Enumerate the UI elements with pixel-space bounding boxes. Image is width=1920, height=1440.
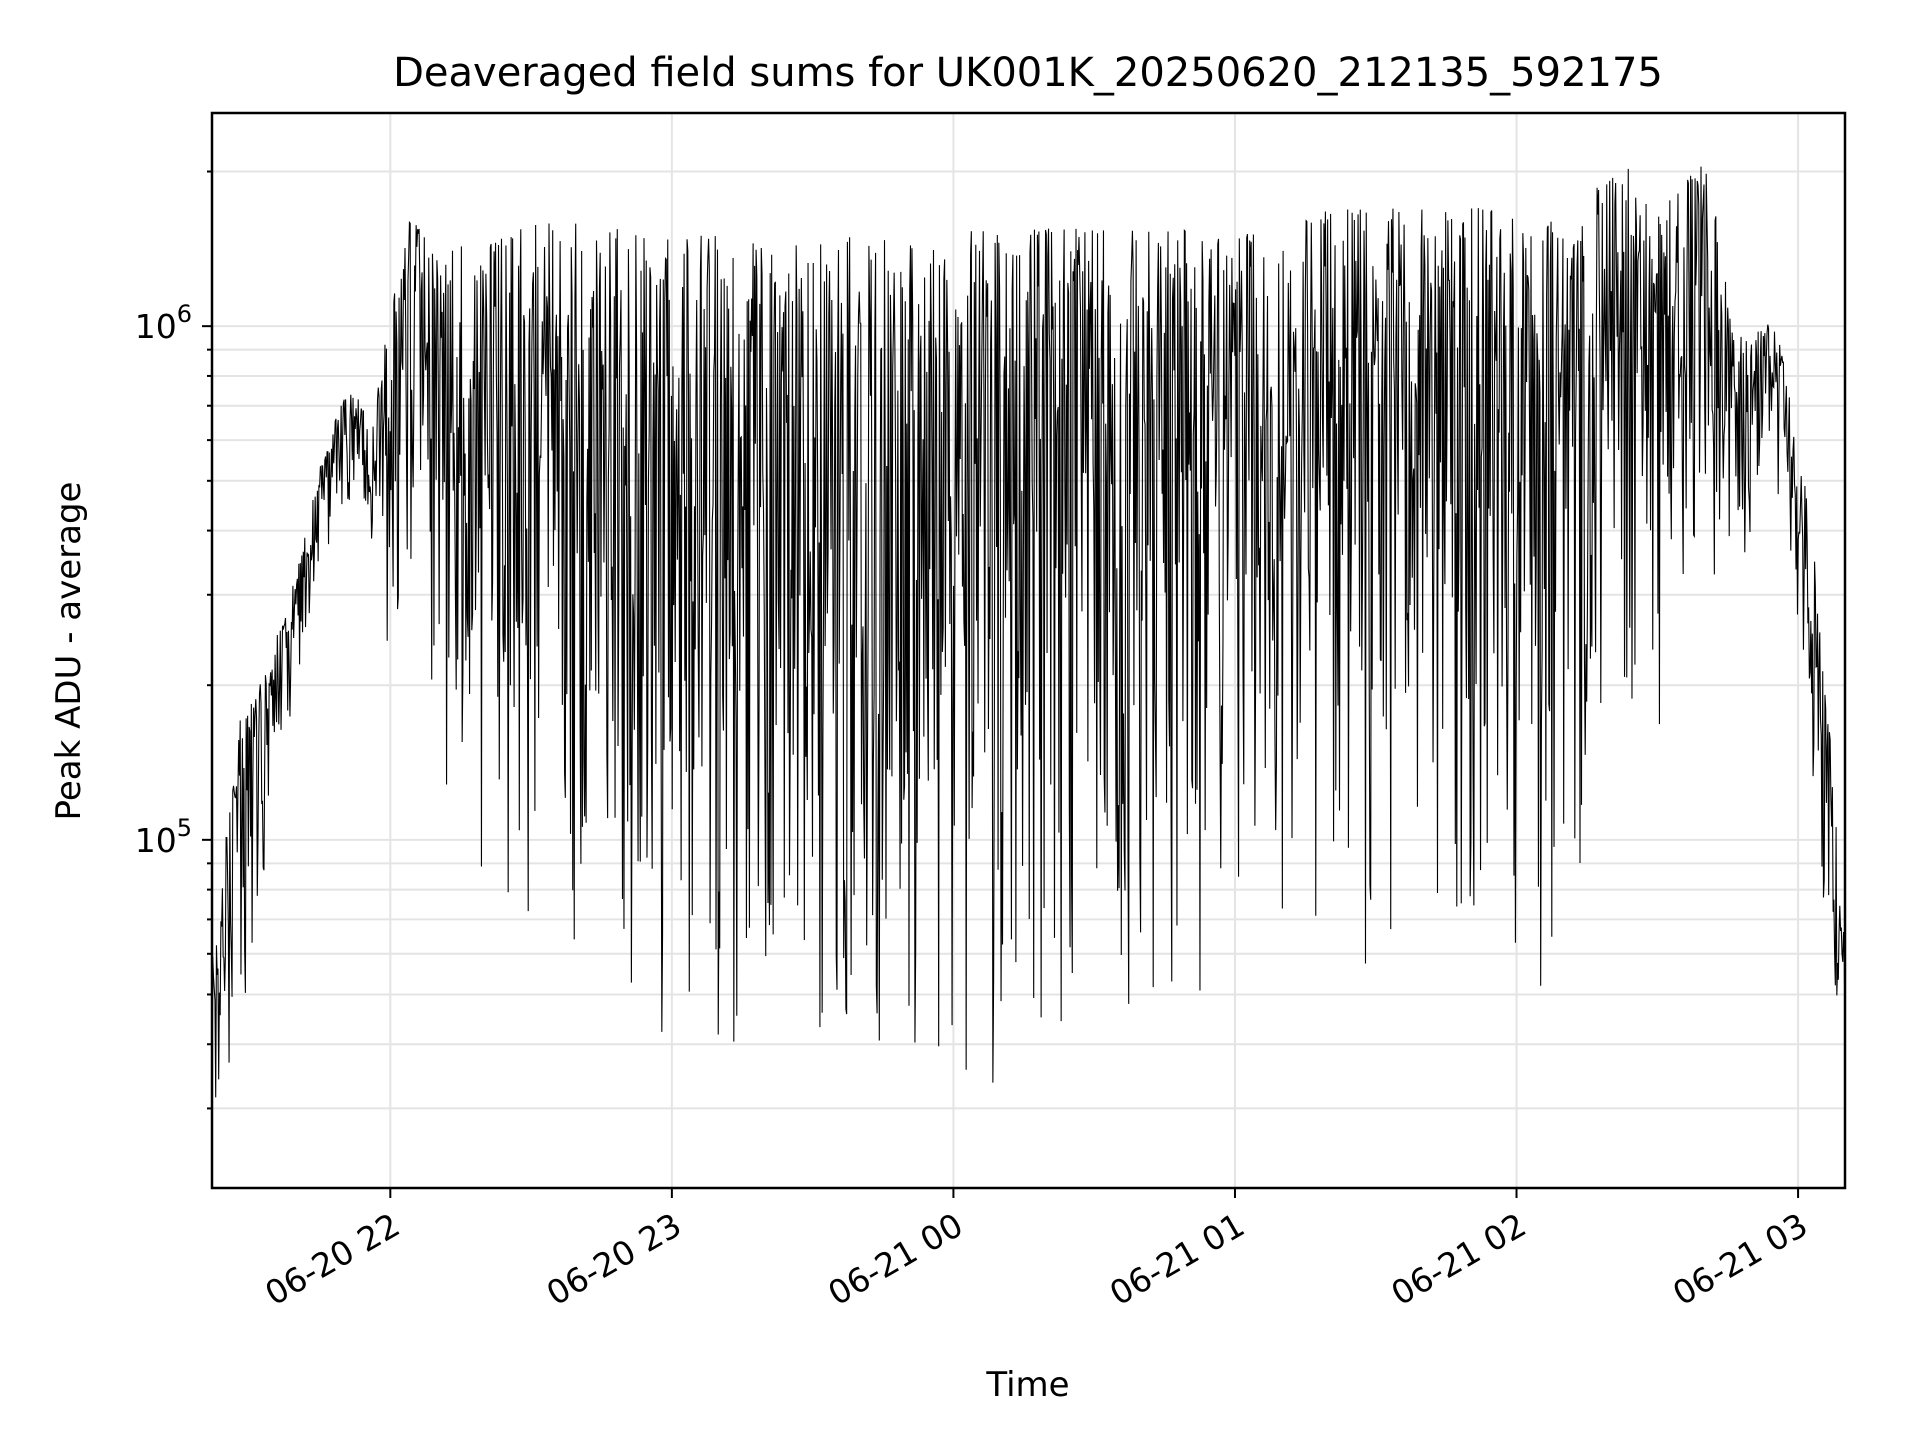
x-tick-label: 06-20 23 xyxy=(540,1205,688,1313)
x-tick-label: 06-21 02 xyxy=(1385,1205,1533,1313)
y-tick-label: 105 xyxy=(135,814,192,860)
x-tick-label: 06-21 03 xyxy=(1666,1205,1814,1313)
y-tick-label: 106 xyxy=(135,300,192,346)
plot-frame xyxy=(210,111,1847,1190)
x-tick-label: 06-20 22 xyxy=(258,1205,406,1313)
y-axis-label: Peak ADU - average xyxy=(49,482,89,821)
chart-title: Deaveraged field sums for UK001K_2025062… xyxy=(393,50,1663,96)
series-line xyxy=(211,166,1846,1142)
x-axis-label: Time xyxy=(985,1365,1069,1405)
x-tick-label: 06-21 01 xyxy=(1103,1205,1251,1313)
x-tick-label: 06-21 00 xyxy=(821,1205,969,1313)
